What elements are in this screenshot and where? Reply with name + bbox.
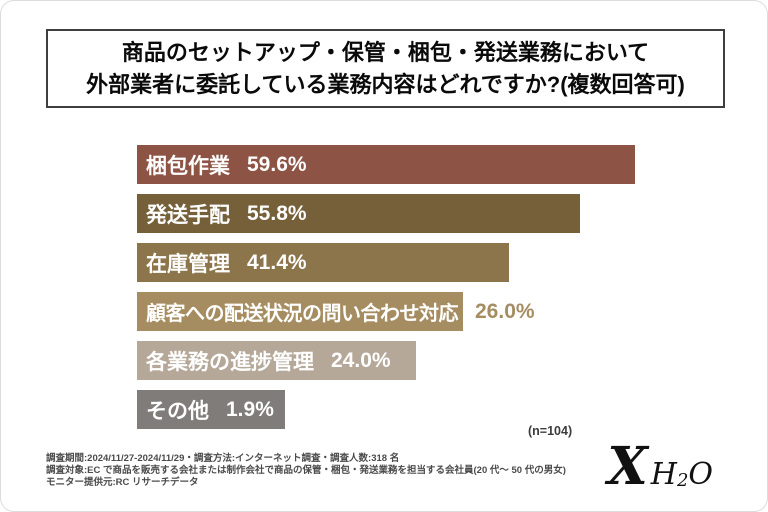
bar-label: 在庫管理 xyxy=(146,252,230,276)
bar-row-hasso-tehai: 発送手配 55.8% xyxy=(137,194,635,233)
question-title-box: 商品のセットアップ・保管・梱包・発送業務において 外部業者に委託している業務内容… xyxy=(46,29,725,108)
footnote-line-target: 調査対象:EC で商品を販売する会社または制作会社で商品の保管・梱包・発送業務を… xyxy=(46,465,566,476)
bar-value: 55.8% xyxy=(247,201,307,225)
logo-subscript-2: 2 xyxy=(676,470,689,491)
question-title-line2: 外部業者に委託している業務内容はどれですか?(複数回答可) xyxy=(86,71,685,97)
sample-size-note: (n=104) xyxy=(528,424,573,438)
bar-row-zaiko-kanri: 在庫管理 41.4% xyxy=(137,243,635,282)
bar-value-outside: 26.0% xyxy=(475,299,535,323)
bar-value: 59.6% xyxy=(247,152,307,176)
bar-value: 41.4% xyxy=(247,250,307,274)
bar-row-konpo-sagyo: 梱包作業 59.6% xyxy=(137,145,635,184)
bar-value: 1.9% xyxy=(226,397,274,421)
bar-label: 梱包作業 xyxy=(146,154,230,178)
bar-label: その他 xyxy=(146,399,209,423)
question-title-line1: 商品のセットアップ・保管・梱包・発送業務において xyxy=(121,39,650,65)
bar-row-kokyaku-toiawase: 顧客への配送状況の問い合わせ対応 26.0% xyxy=(137,292,635,331)
bar-chart: 梱包作業 59.6% 発送手配 55.8% 在庫管理 41.4% 顧客への配送状… xyxy=(137,145,635,439)
bar-kokyaku-toiawase: 顧客への配送状況の問い合わせ対応 26.0% xyxy=(137,292,535,331)
logo-x: X xyxy=(607,436,648,497)
bar-sonota: その他 1.9% xyxy=(137,390,285,429)
bar-label: 発送手配 xyxy=(146,203,230,227)
bar-label: 顧客への配送状況の問い合わせ対応 xyxy=(146,303,459,325)
footnote-line-period: 調査期間:2024/11/27-2024/11/29・調査方法:インターネット調… xyxy=(46,453,400,464)
bar-zaiko-kanri: 在庫管理 41.4% xyxy=(137,243,509,282)
xh2o-logo: X H 2 O xyxy=(607,441,713,493)
bar-row-sonota: その他 1.9% xyxy=(137,390,635,429)
survey-methodology-footnote: 調査期間:2024/11/27-2024/11/29・調査方法:インターネット調… xyxy=(46,453,566,489)
bar-value: 24.0% xyxy=(331,348,391,372)
footnote-line-monitor: モニター提供元:RC リサーチデータ xyxy=(46,477,199,488)
bar-row-shinchoku-kanri: 各業務の進捗管理 24.0% xyxy=(137,341,635,380)
bar-konpo-sagyo: 梱包作業 59.6% xyxy=(137,145,635,184)
bar-label: 各業務の進捗管理 xyxy=(146,350,314,374)
bar-shinchoku-kanri: 各業務の進捗管理 24.0% xyxy=(137,341,416,380)
bar-hasso-tehai: 発送手配 55.8% xyxy=(137,194,580,233)
logo-o: O xyxy=(688,457,713,492)
logo-h: H xyxy=(650,457,677,492)
